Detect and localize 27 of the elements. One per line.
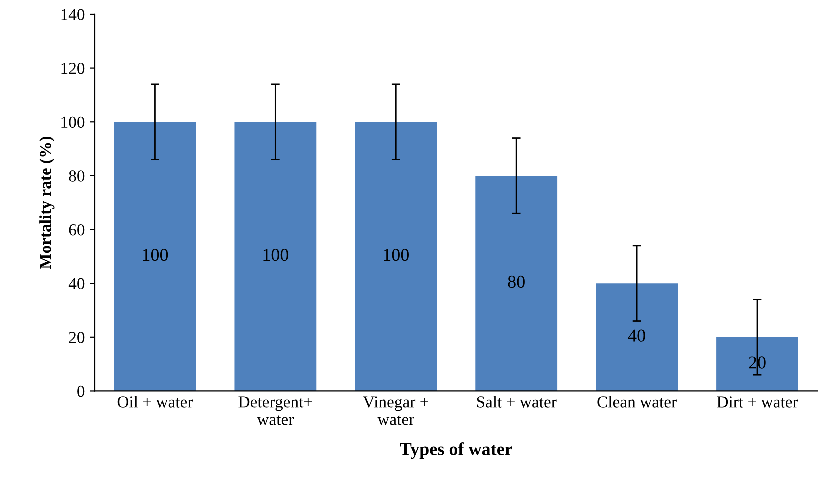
bar: [596, 284, 678, 392]
y-tick-label: 140: [62, 9, 85, 20]
bar: [234, 122, 317, 392]
y-tick-label: 40: [68, 278, 85, 290]
data-label: 100: [143, 249, 168, 262]
data-label: 100: [264, 249, 289, 262]
x-tick-label: Clean water: [598, 396, 677, 408]
y-tick-label: 80: [69, 170, 85, 182]
x-axis-title: Types of water: [400, 442, 512, 460]
x-tick-label: Detergent+ water: [238, 396, 312, 426]
bar: [114, 122, 196, 392]
y-tick-label: 0: [78, 386, 85, 398]
y-tick-label: 100: [62, 116, 85, 128]
y-tick-label: 60: [69, 224, 85, 236]
data-label: 100: [384, 249, 409, 262]
x-tick-label: Dirt + water: [717, 396, 798, 408]
x-tick-label: Vinegar + water: [363, 396, 428, 426]
data-label: 80: [508, 276, 525, 288]
bar: [476, 176, 558, 392]
x-tick-label: Oil + water: [118, 396, 194, 408]
y-axis-title: Mortality rate (%): [40, 136, 55, 270]
y-tick-label: 20: [69, 332, 85, 344]
x-tick-label: Salt + water: [477, 396, 557, 408]
bar: [355, 122, 438, 392]
y-tick-label: 120: [62, 63, 85, 74]
data-label: 40: [628, 330, 646, 342]
bar: [716, 337, 798, 392]
